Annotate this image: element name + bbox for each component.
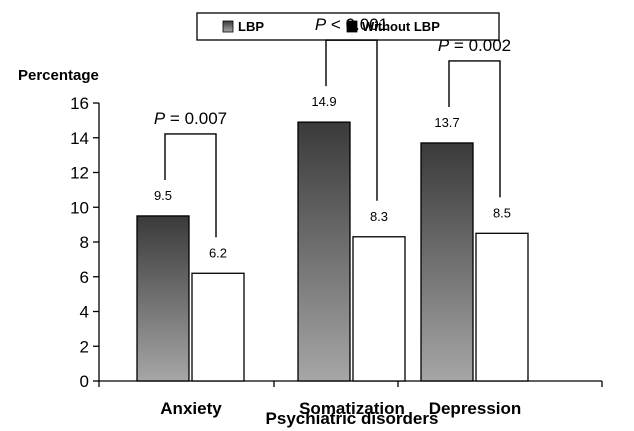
significance-bracket — [164, 133, 217, 238]
data-labels: 9.5 6.2 14.9 8.3 13.7 8.5 — [154, 94, 511, 260]
y-tick-label: 12 — [70, 164, 89, 183]
bar-lbp — [136, 215, 190, 382]
data-label-lbp: 13.7 — [434, 115, 459, 130]
x-axis-title: Psychiatric disorders — [266, 409, 439, 428]
x-tick-label: Somatization — [299, 399, 405, 418]
y-tick-label: 16 — [70, 94, 89, 113]
bar-lbp — [297, 121, 351, 382]
legend-label-lbp: LBP — [238, 19, 264, 34]
p-symbol: P — [154, 109, 166, 128]
data-label-lbp: 9.5 — [154, 188, 172, 203]
y-axis-ticks: 0 2 4 6 8 10 12 14 16 — [70, 94, 99, 391]
data-label-without-lbp: 8.5 — [493, 205, 511, 220]
p-symbol: P — [315, 15, 327, 34]
y-tick-label: 8 — [80, 233, 89, 252]
p-value-label: P = 0.007 — [154, 109, 227, 128]
p-value-label: P < 0.001 — [315, 15, 388, 34]
y-tick-label: 6 — [80, 268, 89, 287]
bar-lbp — [420, 142, 474, 382]
bar-without-lbp — [475, 232, 529, 382]
bar-without-lbp — [352, 236, 406, 382]
bar-without-lbp — [191, 272, 245, 382]
significance-bracket — [325, 39, 378, 201]
x-tick-label: Depression — [429, 399, 522, 418]
p-value-text: = 0.007 — [165, 109, 227, 128]
p-symbol: P — [438, 36, 450, 55]
data-label-lbp: 14.9 — [311, 94, 336, 109]
p-value-label: P = 0.002 — [438, 36, 511, 55]
legend-swatch-without-lbp — [346, 20, 358, 33]
legend-label-without-lbp: Without LBP — [362, 19, 440, 34]
bars — [136, 121, 529, 382]
y-axis-title: Percentage — [18, 67, 99, 84]
x-axis-ticks: Anxiety Somatization Depression — [98, 381, 603, 418]
y-tick-label: 10 — [70, 198, 89, 217]
data-label-without-lbp: 6.2 — [209, 245, 227, 260]
data-label-without-lbp: 8.3 — [370, 209, 388, 224]
y-tick-label: 0 — [80, 372, 89, 391]
p-value-text: = 0.002 — [449, 36, 511, 55]
significance-bracket — [448, 60, 501, 198]
y-tick-label: 2 — [80, 337, 89, 356]
y-tick-label: 14 — [70, 129, 89, 148]
y-tick-label: 4 — [80, 303, 89, 322]
legend-swatch-lbp — [222, 20, 234, 33]
p-value-text: < 0.001 — [326, 15, 388, 34]
legend: LBP Without LBP — [196, 12, 500, 41]
x-tick-label: Anxiety — [160, 399, 222, 418]
